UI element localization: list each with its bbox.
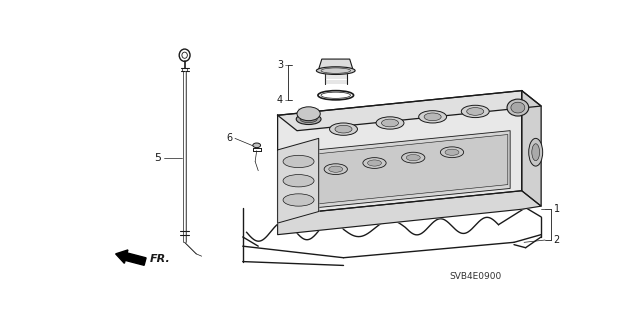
Ellipse shape bbox=[297, 107, 320, 121]
Ellipse shape bbox=[316, 67, 355, 74]
Ellipse shape bbox=[419, 111, 447, 123]
Ellipse shape bbox=[381, 119, 399, 127]
Text: 6: 6 bbox=[227, 133, 232, 143]
Text: FR.: FR. bbox=[150, 254, 170, 264]
Ellipse shape bbox=[461, 105, 489, 118]
Ellipse shape bbox=[376, 117, 404, 129]
Ellipse shape bbox=[253, 143, 260, 148]
Ellipse shape bbox=[445, 149, 459, 155]
Ellipse shape bbox=[283, 155, 314, 168]
Ellipse shape bbox=[300, 116, 317, 122]
Polygon shape bbox=[522, 91, 541, 206]
Polygon shape bbox=[280, 135, 508, 208]
Ellipse shape bbox=[283, 194, 314, 206]
Text: 5: 5 bbox=[154, 152, 161, 163]
Ellipse shape bbox=[324, 164, 348, 174]
Polygon shape bbox=[278, 191, 541, 235]
Polygon shape bbox=[319, 59, 353, 69]
Text: 3: 3 bbox=[277, 60, 283, 70]
Ellipse shape bbox=[329, 166, 343, 172]
Ellipse shape bbox=[296, 114, 321, 124]
Ellipse shape bbox=[532, 144, 540, 161]
Ellipse shape bbox=[283, 174, 314, 187]
Ellipse shape bbox=[363, 158, 386, 168]
Polygon shape bbox=[278, 131, 510, 211]
Ellipse shape bbox=[529, 138, 543, 166]
Ellipse shape bbox=[511, 102, 525, 113]
Text: 1: 1 bbox=[554, 204, 560, 214]
Ellipse shape bbox=[440, 147, 463, 158]
Text: SVB4E0900: SVB4E0900 bbox=[449, 272, 501, 281]
Text: E-8: E-8 bbox=[497, 185, 513, 194]
Polygon shape bbox=[278, 138, 319, 223]
Text: 2: 2 bbox=[554, 235, 560, 245]
Ellipse shape bbox=[406, 154, 420, 161]
Ellipse shape bbox=[335, 125, 352, 133]
FancyArrow shape bbox=[116, 250, 146, 265]
Polygon shape bbox=[278, 91, 522, 215]
Ellipse shape bbox=[402, 152, 425, 163]
Ellipse shape bbox=[507, 99, 529, 116]
Text: 4: 4 bbox=[277, 95, 283, 105]
Ellipse shape bbox=[424, 113, 441, 121]
Ellipse shape bbox=[367, 160, 381, 166]
Ellipse shape bbox=[467, 108, 484, 115]
Polygon shape bbox=[278, 91, 541, 131]
Ellipse shape bbox=[330, 123, 358, 135]
